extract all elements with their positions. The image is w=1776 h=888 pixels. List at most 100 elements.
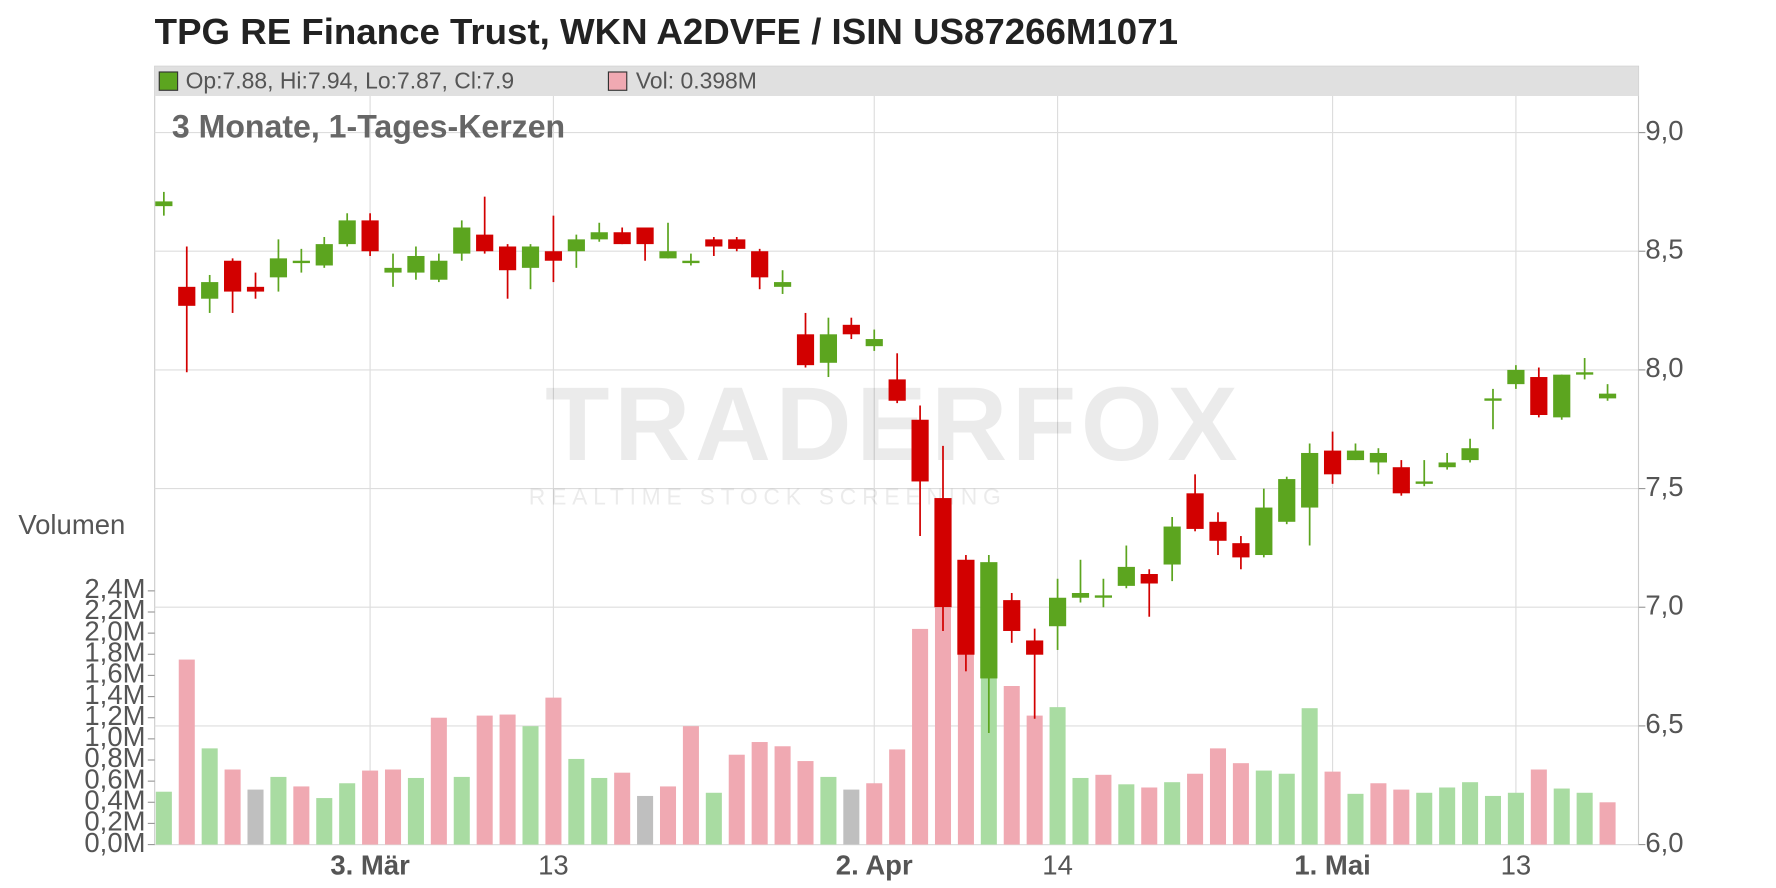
volume-bar	[316, 798, 333, 845]
volume-bar	[980, 669, 997, 845]
candle-body	[682, 260, 700, 264]
candle-body	[453, 227, 471, 254]
volume-bar	[797, 761, 814, 845]
volume-bar	[339, 783, 356, 845]
candle-body	[819, 334, 838, 363]
volume-bar	[728, 754, 745, 845]
volume-bar	[1232, 763, 1249, 845]
volume-bar	[1026, 715, 1043, 845]
volume-bar	[866, 783, 883, 845]
volume-bar	[545, 697, 562, 845]
candle-body	[1255, 507, 1273, 556]
candle-body	[1507, 369, 1525, 385]
candle-body	[224, 260, 242, 292]
volume-bar	[751, 742, 768, 845]
y2-tick-label: 1,0M	[84, 721, 145, 752]
volume-bar	[270, 776, 287, 845]
candle-body	[1438, 462, 1456, 468]
volume-bar	[705, 792, 722, 845]
y2-tick-label: 0,8M	[84, 742, 145, 773]
candle-body	[1209, 521, 1227, 541]
volume-bar	[1393, 789, 1410, 845]
y-tick-label: 8,0	[1645, 352, 1683, 383]
volume-bar	[1164, 782, 1181, 845]
candle-body	[1530, 377, 1548, 415]
y2-tick-label: 2,0M	[84, 615, 145, 646]
candle-body	[246, 286, 265, 292]
volume-bar	[1576, 792, 1593, 845]
y-tick-label: 9,0	[1645, 115, 1683, 146]
candle-body	[1369, 452, 1387, 463]
y2-tick-label: 2,4M	[84, 573, 145, 604]
y2-tick-label: 1,2M	[84, 700, 145, 731]
candle-body	[1598, 393, 1617, 399]
volume-bar	[1439, 787, 1456, 845]
header-volume: Vol: 0.398M	[636, 67, 757, 93]
x-tick-label: 1. Mai	[1294, 850, 1370, 881]
x-tick-label: 2. Apr	[836, 850, 913, 881]
candle-body	[201, 282, 219, 299]
volume-bar	[1507, 792, 1524, 845]
y2-tick-label: 1,6M	[84, 658, 145, 689]
volume-bar	[1141, 787, 1158, 845]
y2-tick-label: 1,4M	[84, 679, 145, 710]
volume-bar	[1003, 686, 1020, 845]
chart-title: TPG RE Finance Trust, WKN A2DVFE / ISIN …	[155, 11, 1178, 52]
candle-body	[1392, 467, 1410, 494]
y2-tick-label: 0,6M	[84, 763, 145, 794]
volume-bar	[1553, 788, 1570, 845]
x-tick-label: 13	[538, 850, 569, 881]
volume-bar	[1209, 748, 1227, 845]
volume-bar	[1118, 784, 1135, 845]
candle-body	[521, 246, 540, 268]
volume-bar	[1072, 777, 1089, 845]
volume-bar	[1278, 773, 1295, 845]
volume-bar	[1187, 773, 1204, 845]
volume-bar	[1324, 771, 1341, 845]
volume-bar	[934, 607, 952, 845]
y-tick-label: 6,0	[1645, 827, 1683, 858]
volume-bar	[614, 772, 631, 845]
volume-bar	[591, 777, 608, 845]
candle-body	[269, 258, 288, 278]
volume-bar	[774, 746, 791, 845]
volume-bar	[247, 789, 264, 845]
candle-body	[911, 419, 929, 482]
volume-bar	[1255, 770, 1272, 845]
volume-bar	[224, 769, 241, 845]
volume-bar	[178, 659, 195, 845]
candle-body	[728, 239, 746, 249]
volume-bar	[1484, 795, 1502, 845]
candle-body	[590, 232, 608, 240]
volume-bar	[957, 651, 974, 845]
volume-bar	[1530, 769, 1547, 845]
candle-body	[1026, 640, 1044, 655]
candle-body	[1232, 543, 1250, 558]
candle-body	[1163, 526, 1181, 565]
legend-swatch	[158, 71, 179, 91]
candle-body	[155, 201, 173, 207]
candle-body	[1278, 479, 1296, 522]
volume-bar	[1462, 782, 1479, 845]
candle-body	[659, 251, 677, 259]
candle-body	[1071, 592, 1090, 598]
candle-body	[315, 244, 333, 266]
candle-body	[1186, 493, 1204, 529]
header-band	[154, 66, 1639, 96]
volume-bar	[522, 726, 539, 845]
volume-bar	[568, 758, 585, 845]
y2-tick-label: 0,4M	[84, 785, 145, 816]
header-ohlc: Op:7.88, Hi:7.94, Lo:7.87, Cl:7.9	[186, 67, 515, 93]
y-tick-label: 7,0	[1645, 590, 1683, 621]
x-tick-label: 14	[1042, 850, 1073, 881]
candle-body	[178, 286, 196, 306]
volume-bar	[682, 726, 699, 845]
y2-tick-label: 0,0M	[84, 827, 145, 858]
volume-bar	[1347, 793, 1364, 845]
x-tick-label: 3. Mär	[330, 850, 410, 881]
candle-body	[613, 232, 631, 245]
candle-body	[544, 251, 563, 261]
volume-bar	[476, 715, 493, 845]
candle-body	[407, 255, 425, 273]
volume-bar	[889, 749, 906, 845]
